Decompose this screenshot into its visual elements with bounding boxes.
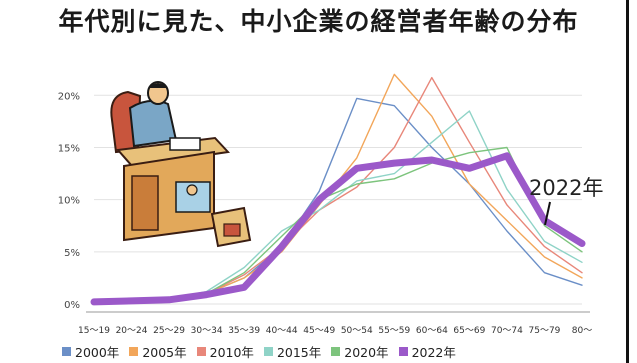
legend-item: 2020年 xyxy=(331,341,389,361)
x-axis-ticks: 15～19 20～24 25～29 30～34 35～39 40～44 45～49 50～54… xyxy=(78,311,592,336)
legend-label: 2015年 xyxy=(276,344,322,360)
y-axis-ticks: 0% 5% 10% 15% 20% xyxy=(58,91,80,311)
legend-item: 2022年 xyxy=(398,341,456,361)
legend-label: 2010年 xyxy=(209,344,254,360)
legend-item: 2005年 xyxy=(129,341,187,361)
x-tick-label: 55～59 xyxy=(378,326,410,336)
legend-item: 2010年 xyxy=(196,341,254,361)
chart-title: 年代別に見た、中小企業の経営者年齢の分布 xyxy=(58,7,579,36)
x-tick-label: 70～74 xyxy=(491,326,523,336)
x-tick-label: 75～79 xyxy=(529,326,561,336)
legend-swatch xyxy=(331,346,341,356)
legend-item: 2015年 xyxy=(263,341,322,361)
series-line-2022年 xyxy=(90,152,586,306)
legend-label: 2005年 xyxy=(142,344,187,360)
y-tick-label: 15% xyxy=(58,143,80,154)
legend-label: 2020年 xyxy=(344,344,389,360)
legend-swatch xyxy=(263,346,273,356)
x-tick-label: 15～19 xyxy=(78,326,110,336)
businessman-illustration xyxy=(110,81,252,248)
series-lines xyxy=(90,73,586,306)
legend-swatch xyxy=(62,346,71,356)
y-tick-label: 20% xyxy=(58,91,80,102)
y-tick-label: 5% xyxy=(64,248,80,259)
legend-swatch xyxy=(196,346,206,356)
legend-label: 2000年 xyxy=(75,344,120,360)
frame-edge xyxy=(626,0,629,363)
legend-label: 2022年 xyxy=(411,344,456,360)
legend-swatch xyxy=(129,346,139,356)
y-tick-label: 0% xyxy=(64,300,80,311)
legend-item: 2000年 xyxy=(62,341,119,361)
x-tick-label: 65～69 xyxy=(453,326,485,336)
x-tick-label: 35～39 xyxy=(228,326,260,336)
annotation-2022: 2022年 xyxy=(529,176,604,200)
y-tick-label: 10% xyxy=(58,196,80,207)
x-tick-label: 45～49 xyxy=(303,326,335,336)
x-tick-label: 30～34 xyxy=(191,326,223,336)
x-tick-label: 25～29 xyxy=(153,326,185,336)
x-tick-label: 50～54 xyxy=(341,326,373,336)
x-tick-label: 40～44 xyxy=(266,326,298,336)
legend: 2000年 2005年 2010年 2015年 2020年 2022年 xyxy=(62,341,456,361)
annotation-pointer xyxy=(544,201,551,226)
legend-swatch xyxy=(398,346,408,356)
x-tick-label: 20～24 xyxy=(116,326,148,336)
x-tick-label: 80～ xyxy=(572,326,592,336)
x-tick-label: 60～64 xyxy=(416,326,448,336)
